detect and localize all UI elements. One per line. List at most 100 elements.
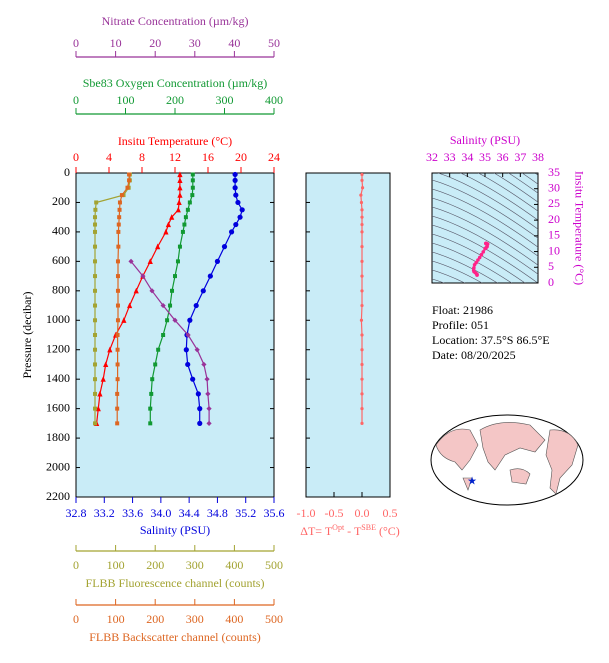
data-point [359,193,363,197]
data-point [165,221,171,228]
data-point [175,259,180,264]
data-point [360,377,364,381]
data-point [190,193,195,198]
data-point [168,303,173,308]
data-point [197,420,203,426]
axis-title: FLBB Backscatter channel (counts) [89,630,261,644]
data-point [107,346,113,353]
x-tick-label: -1.0 [297,506,316,520]
data-point [195,391,201,397]
data-point [360,208,364,212]
x-tick-label: -0.5 [325,506,344,520]
data-point [360,245,364,249]
data-point [360,348,364,352]
x-tick-label: 33.2 [94,506,115,520]
x-axis-title-part: SBE [361,523,376,532]
data-point [360,303,364,308]
ts-point [479,252,484,257]
y-tick-label: 0 [64,165,70,179]
y-tick-label: 0 [548,275,554,289]
x-tick-label: 100 [107,558,125,572]
x-tick-label: 50 [268,36,280,50]
data-point [214,258,221,264]
data-point [116,244,121,249]
y-axis-title: Insitu Temperature (°C) [572,171,586,285]
data-point [360,178,364,182]
data-point [93,362,98,367]
axis-title: FLBB Fluorescence channel (counts) [86,576,265,590]
x-axis-title: Salinity (PSU) [450,133,520,147]
data-point [115,259,120,264]
data-point [201,361,207,368]
data-point [165,318,170,323]
x-tick-label: 0 [73,36,79,50]
x-tick-label: 300 [216,93,234,107]
data-point [149,391,154,396]
profile-line [149,174,194,424]
x-tick-label: 500 [265,612,283,626]
data-point [115,421,120,426]
data-point [360,421,364,425]
data-point [359,318,364,322]
x-tick-label: 200 [146,612,164,626]
diff-panel [305,172,391,498]
data-point [197,406,203,412]
data-point [360,230,364,234]
x-tick-label: 4 [106,150,112,164]
profile-panel [75,172,275,498]
data-point [360,333,364,337]
data-point [147,258,153,264]
y-tick-label: 10 [548,243,560,257]
data-point [153,362,158,367]
data-point [93,333,98,337]
data-point [228,229,235,235]
data-point [175,206,181,213]
ts-point [481,250,486,254]
data-point [206,420,212,426]
data-point [237,214,243,220]
axis-title: Sbe83 Oxygen Concentration (µm/kg) [83,76,268,90]
x-tick-label: 34.4 [179,506,200,520]
x-tick-label: 100 [117,93,135,107]
y-tick-label: 1400 [46,371,70,385]
data-point [169,214,175,220]
x-tick-label: 100 [107,612,125,626]
data-point [115,274,120,279]
x-tick-label: 300 [186,612,204,626]
data-point [115,406,120,411]
data-point [177,177,183,183]
data-point [180,229,185,234]
x-tick-label: 0 [73,558,79,572]
data-point [94,200,99,205]
axis-title: Nitrate Concentration (µm/kg) [102,14,249,28]
y-tick-label: 1200 [46,341,70,355]
data-point [232,177,238,183]
y-tick-label: 25 [548,196,560,210]
axis-title: Salinity (PSU) [140,523,210,537]
data-point [93,377,98,382]
data-point [177,171,183,178]
data-point [170,288,175,293]
profile-line [185,174,243,424]
data-point [93,406,98,411]
data-point [148,406,153,411]
data-point [163,228,169,235]
y-tick-label: 15 [548,228,560,242]
x-tick-label: 200 [146,558,164,572]
x-tick-label: 35.2 [235,506,256,520]
data-point [119,193,124,198]
x-tick-label: 0.5 [383,506,398,520]
y-tick-label: 600 [52,253,70,267]
data-point [125,185,130,190]
data-point [117,200,122,205]
x-tick-label: 8 [139,150,145,164]
x-tick-label: 30 [189,36,201,50]
x-tick-label: 400 [265,93,283,107]
y-tick-label: 1800 [46,430,70,444]
data-point [160,302,166,309]
ts-point [476,258,480,262]
x-tick-label: 34.0 [150,506,171,520]
x-tick-label: 16 [202,150,214,164]
x-tick-label: 40 [228,36,240,50]
x-tick-label: 10 [110,36,122,50]
